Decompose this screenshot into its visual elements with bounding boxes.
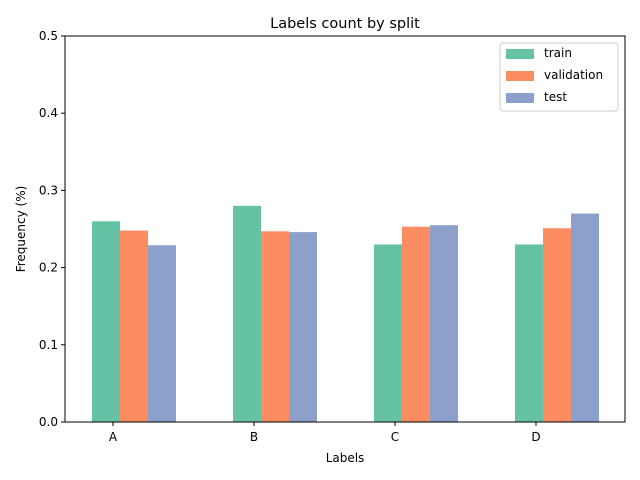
y-axis: 0.0 0.1 0.2 0.3 0.4 0.5 <box>39 29 65 429</box>
legend-swatch-test <box>506 93 534 103</box>
legend-swatch-validation <box>506 71 534 81</box>
bar-test-C <box>430 225 458 422</box>
y-axis-label: Frequency (%) <box>14 186 28 273</box>
bar-test-B <box>289 232 317 422</box>
bar-validation-D <box>543 228 571 422</box>
x-tick-label-B: B <box>250 430 258 444</box>
y-tick-label: 0.4 <box>39 106 58 120</box>
bars-group <box>92 205 599 422</box>
x-tick-label-D: D <box>531 430 540 444</box>
bar-train-B <box>233 205 261 422</box>
legend-swatch-train <box>506 49 534 59</box>
bar-train-A <box>92 221 120 422</box>
y-tick-label: 0.2 <box>39 261 58 275</box>
legend-label-validation: validation <box>544 68 603 82</box>
x-axis: A B C D <box>109 422 541 444</box>
legend: train validation test <box>499 42 619 112</box>
y-tick-label: 0.5 <box>39 29 58 43</box>
bar-validation-C <box>402 226 430 422</box>
chart-title: Labels count by split <box>270 16 420 32</box>
x-tick-label-C: C <box>391 430 399 444</box>
y-tick-label: 0.1 <box>39 338 58 352</box>
legend-label-test: test <box>544 90 567 104</box>
bar-test-A <box>148 245 176 422</box>
bar-test-D <box>571 213 599 422</box>
y-tick-label: 0.3 <box>39 183 58 197</box>
x-axis-label: Labels <box>326 451 365 465</box>
x-tick-label-A: A <box>109 430 118 444</box>
bar-validation-A <box>120 230 148 422</box>
y-tick-label: 0.0 <box>39 415 58 429</box>
plot-frame <box>64 35 626 423</box>
bar-train-C <box>374 244 402 422</box>
legend-label-train: train <box>544 46 572 60</box>
bar-validation-B <box>261 231 289 422</box>
bar-train-D <box>515 244 543 422</box>
